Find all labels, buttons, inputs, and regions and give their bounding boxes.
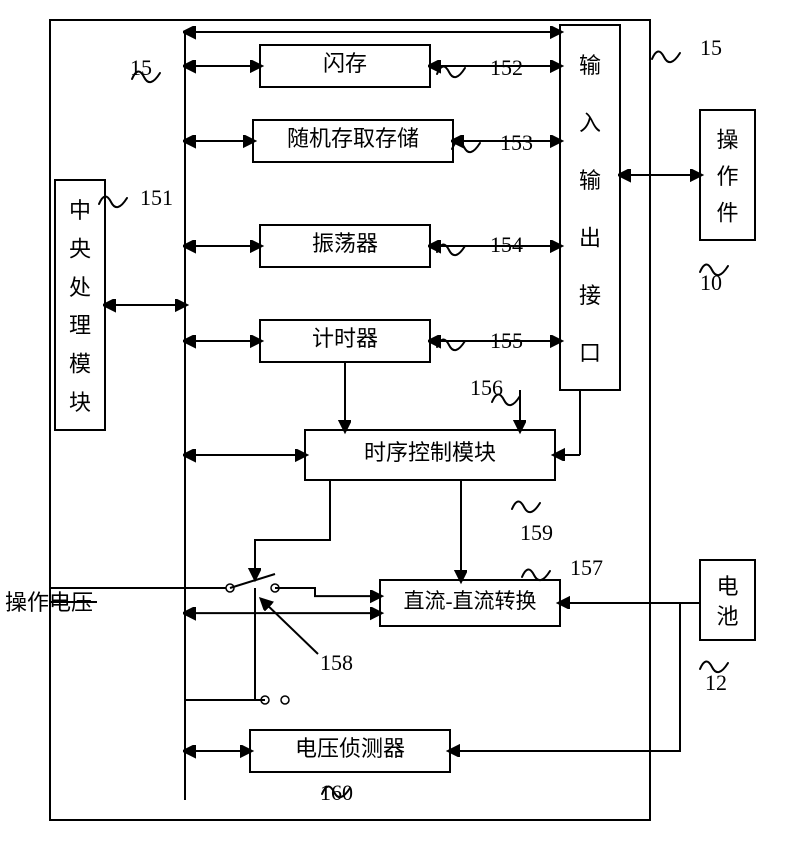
ref-15a: 15 — [130, 55, 152, 80]
control-part-block-label: 作 — [716, 164, 738, 189]
osc-block-label: 振荡器 — [312, 231, 378, 256]
timing-switch — [255, 480, 330, 578]
ref-151: 151 — [140, 185, 173, 210]
cpu-module-block-label: 央 — [69, 237, 91, 262]
switch-node — [281, 696, 289, 704]
switch-dcdc — [275, 588, 380, 596]
ref-154: 154 — [490, 232, 523, 257]
ref-158: 158 — [320, 650, 353, 675]
ref-10: 10 — [700, 270, 722, 295]
ref-156: 156 — [470, 375, 503, 400]
ref-squiggle — [99, 196, 127, 207]
ref-159: 159 — [520, 520, 553, 545]
ref-squiggle — [512, 501, 540, 512]
cpu-module-block-label: 处 — [69, 275, 91, 300]
io-interface-block-label: 输 — [579, 168, 601, 193]
ref-squiggle — [437, 66, 465, 77]
io-interface-block-label: 接 — [579, 283, 601, 308]
ref-12: 12 — [705, 670, 727, 695]
timer-block-label: 计时器 — [312, 326, 378, 351]
switch-throw-top — [230, 574, 275, 588]
timing-block-label: 时序控制模块 — [364, 440, 496, 465]
flash-block-label: 闪存 — [323, 51, 367, 76]
cpu-module-block-label: 块 — [69, 390, 91, 415]
dcdc-block-label: 直流-直流转换 — [404, 589, 537, 613]
ref-15b: 15 — [700, 35, 722, 60]
io-interface-block-label: 口 — [579, 340, 601, 365]
io-interface-block-label: 输 — [579, 53, 601, 78]
io-interface-block — [560, 25, 620, 390]
ptr-158 — [262, 600, 318, 654]
ref-153: 153 — [500, 130, 533, 155]
ref-157: 157 — [570, 555, 603, 580]
cpu-module-block-label: 理 — [69, 313, 91, 338]
battery-block-label: 池 — [716, 604, 738, 629]
control-part-block-label: 件 — [716, 201, 738, 226]
ref-squiggle — [452, 141, 480, 152]
ref-152: 152 — [490, 55, 523, 80]
io-interface-block-label: 入 — [579, 110, 601, 135]
ram-block-label: 随机存取存储 — [287, 126, 419, 151]
ref-squiggle — [652, 51, 680, 62]
cpu-module-block-label: 模 — [69, 352, 91, 377]
ref-squiggle — [522, 569, 550, 580]
io-interface-block-label: 出 — [579, 225, 601, 250]
control-part-block-label: 操 — [716, 127, 738, 152]
cpu-module-block-label: 中 — [69, 198, 91, 223]
vdet-block-label: 电压侦测器 — [295, 736, 405, 761]
ref-155: 155 — [490, 328, 523, 353]
block-diagram: 输入输出接口中央处理模块闪存随机存取存储振荡器计时器时序控制模块直流-直流转换电… — [0, 0, 800, 848]
battery-block-label: 电 — [716, 574, 738, 599]
ref-160: 160 — [320, 780, 353, 805]
